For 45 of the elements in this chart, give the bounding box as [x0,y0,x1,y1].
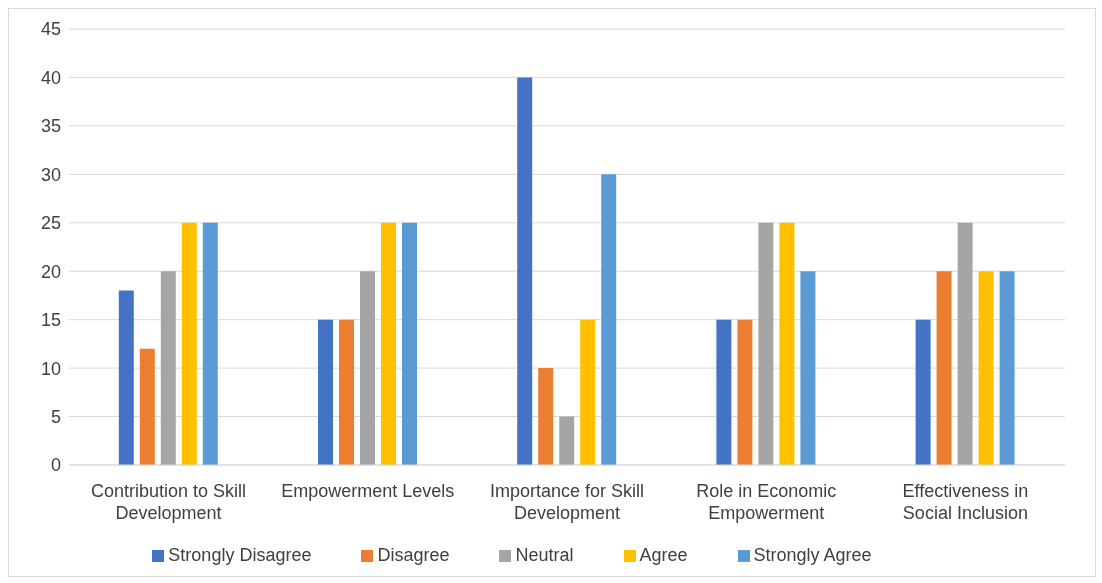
bar [716,319,732,465]
y-tick-label: 40 [40,67,61,88]
bar [580,319,596,465]
x-tick-label: Empowerment Levels [281,481,455,501]
bar [737,319,753,465]
y-tick-label: 45 [40,19,61,40]
bar [758,222,774,465]
bar [202,222,218,465]
bar [360,271,375,465]
y-tick-label: 25 [40,213,61,234]
bar [999,271,1015,465]
bar [381,222,396,465]
y-tick-label: 30 [40,164,61,185]
legend-label: Agree [639,545,688,565]
bar [538,368,554,465]
bar [160,271,176,465]
bar [139,348,155,465]
bar [779,222,795,465]
bar [402,222,417,465]
x-tick-label: Role in Economic Empowerment [696,481,837,523]
bar [915,319,931,465]
y-tick-label: 20 [40,261,61,282]
bar [118,290,134,465]
bar [800,271,816,465]
y-tick-label: 10 [40,358,61,379]
bar [339,319,354,465]
bar [936,271,952,465]
bar [559,416,575,465]
x-tick-label: Contribution to Skill Development [91,481,247,523]
bar [517,77,533,465]
y-tick-label: 5 [50,406,61,427]
legend-label: Neutral [515,545,574,565]
legend-label: Disagree [377,545,450,565]
legend-label: Strongly Agree [753,545,872,565]
bar [601,174,617,465]
y-tick-label: 35 [40,116,61,137]
y-tick-label: 0 [50,455,61,476]
x-tick-label: Effectiveness in Social Inclusion [902,481,1029,523]
bar [318,319,333,465]
legend-label: Strongly Disagree [168,545,312,565]
y-tick-label: 15 [40,310,61,331]
bar [957,222,973,465]
bar [978,271,994,465]
x-tick-label: Importance for Skill Development [489,481,645,523]
bar [181,222,197,465]
